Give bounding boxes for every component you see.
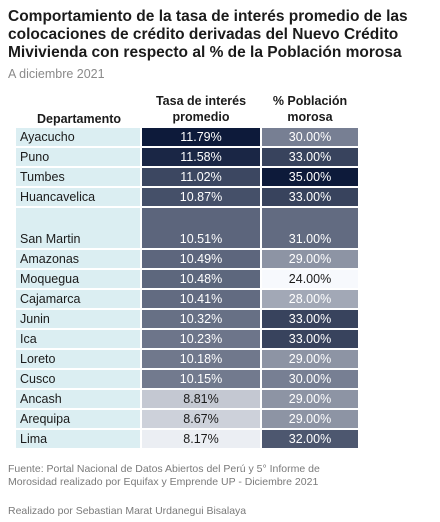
department-cell: Huancavelica <box>16 188 140 206</box>
source-note: Fuente: Portal Nacional de Datos Abierto… <box>8 463 320 488</box>
pct-cell: 30.00% <box>262 128 358 146</box>
department-cell: Moquegua <box>16 270 140 288</box>
pct-cell: 33.00% <box>262 148 358 166</box>
department-cell: San Martin <box>16 208 140 248</box>
table-row: Ancash 8.81% 29.00% <box>16 389 358 409</box>
pct-cell: 33.00% <box>262 310 358 328</box>
department-cell: Lima <box>16 430 140 448</box>
department-cell: Arequipa <box>16 410 140 428</box>
rate-cell: 10.18% <box>142 350 260 368</box>
rate-cell: 10.87% <box>142 188 260 206</box>
table-row: Cajamarca 10.41% 28.00% <box>16 289 358 309</box>
rate-cell: 11.02% <box>142 168 260 186</box>
chart-subtitle: A diciembre 2021 <box>8 67 105 81</box>
table-row: Puno 11.58% 33.00% <box>16 147 358 167</box>
rate-cell: 11.79% <box>142 128 260 146</box>
pct-cell: 24.00% <box>262 270 358 288</box>
rate-cell: 10.49% <box>142 250 260 268</box>
rate-cell: 10.48% <box>142 270 260 288</box>
pct-cell: 28.00% <box>262 290 358 308</box>
table-row: Junin 10.32% 33.00% <box>16 309 358 329</box>
department-cell: Amazonas <box>16 250 140 268</box>
table-row: Cusco 10.15% 30.00% <box>16 369 358 389</box>
credit-note: Realizado por Sebastian Marat Urdanegui … <box>8 505 247 517</box>
department-cell: Tumbes <box>16 168 140 186</box>
department-cell: Loreto <box>16 350 140 368</box>
rate-cell: 10.15% <box>142 370 260 388</box>
column-header-departamento: Departamento <box>36 112 122 126</box>
column-header-tasa: Tasa de interés promedio <box>155 94 247 124</box>
table-row: Amazonas 10.49% 29.00% <box>16 249 358 269</box>
department-cell: Puno <box>16 148 140 166</box>
department-cell: Ancash <box>16 390 140 408</box>
table-row: Tumbes 11.02% 35.00% <box>16 167 358 187</box>
department-cell: Cusco <box>16 370 140 388</box>
table-row: Ica 10.23% 33.00% <box>16 329 358 349</box>
heatmap-table: Ayacucho 11.79% 30.00% Puno 11.58% 33.00% Tumb… <box>16 127 358 449</box>
department-cell: Cajamarca <box>16 290 140 308</box>
rate-cell: 10.41% <box>142 290 260 308</box>
department-cell: Ayacucho <box>16 128 140 146</box>
rate-cell: 10.51% <box>142 208 260 248</box>
department-cell: Ica <box>16 330 140 348</box>
pct-cell: 30.00% <box>262 370 358 388</box>
table-row: Lima 8.17% 32.00% <box>16 429 358 449</box>
rate-cell: 10.32% <box>142 310 260 328</box>
table-row: Moquegua 10.48% 24.00% <box>16 269 358 289</box>
pct-cell: 35.00% <box>262 168 358 186</box>
table-row: Loreto 10.18% 29.00% <box>16 349 358 369</box>
table-row: Arequipa 8.67% 29.00% <box>16 409 358 429</box>
chart-title: Comportamiento de la tasa de interés pro… <box>8 8 408 61</box>
rate-cell: 10.23% <box>142 330 260 348</box>
rate-cell: 8.17% <box>142 430 260 448</box>
pct-cell: 29.00% <box>262 250 358 268</box>
pct-cell: 33.00% <box>262 330 358 348</box>
table-row: Ayacucho 11.79% 30.00% <box>16 127 358 147</box>
table-row: Huancavelica 10.87% 33.00% <box>16 187 358 207</box>
pct-cell: 32.00% <box>262 430 358 448</box>
pct-cell: 33.00% <box>262 188 358 206</box>
table-row: San Martin 10.51% 31.00% <box>16 207 358 249</box>
column-header-morosa: % Población morosa <box>272 94 348 124</box>
pct-cell: 31.00% <box>262 208 358 248</box>
rate-cell: 11.58% <box>142 148 260 166</box>
pct-cell: 29.00% <box>262 350 358 368</box>
pct-cell: 29.00% <box>262 390 358 408</box>
department-cell: Junin <box>16 310 140 328</box>
pct-cell: 29.00% <box>262 410 358 428</box>
rate-cell: 8.67% <box>142 410 260 428</box>
rate-cell: 8.81% <box>142 390 260 408</box>
